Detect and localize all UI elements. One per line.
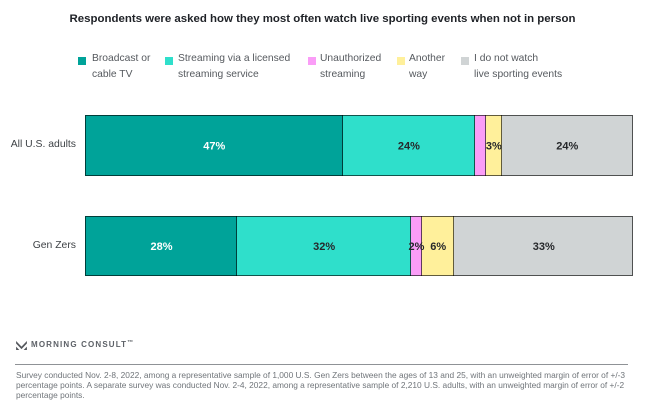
svg-text:32%: 32% [313,241,335,253]
svg-text:28%: 28% [150,241,172,253]
svg-text:3%: 3% [486,141,502,153]
svg-text:24%: 24% [398,141,420,153]
svg-text:33%: 33% [533,241,555,253]
svg-text:2%: 2% [409,241,425,253]
svg-text:6%: 6% [430,241,446,253]
svg-text:24%: 24% [556,141,578,153]
svg-text:47%: 47% [203,141,225,153]
